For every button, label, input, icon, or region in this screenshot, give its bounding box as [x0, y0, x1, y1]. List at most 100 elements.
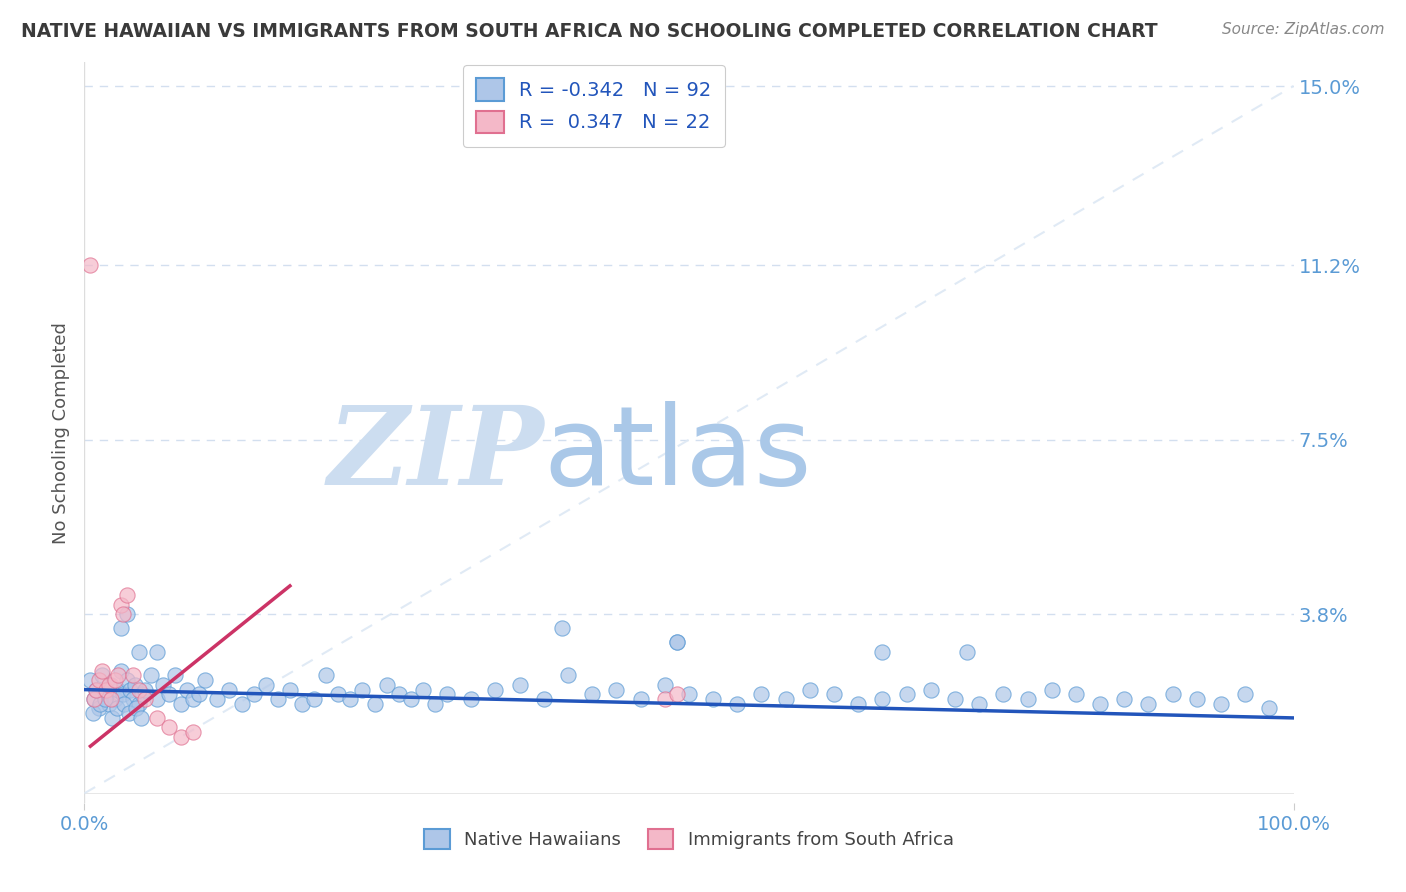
Point	[872, 692, 894, 706]
Point	[509, 678, 531, 692]
Point	[267, 692, 290, 706]
Point	[1234, 687, 1257, 701]
Point	[83, 692, 105, 706]
Point	[423, 697, 446, 711]
Point	[146, 711, 169, 725]
Point	[1064, 687, 1087, 701]
Point	[105, 701, 128, 715]
Point	[254, 678, 277, 692]
Point	[218, 682, 240, 697]
Point	[139, 668, 162, 682]
Point	[725, 697, 748, 711]
Point	[242, 687, 264, 701]
Point	[97, 697, 120, 711]
Point	[146, 645, 169, 659]
Point	[896, 687, 918, 701]
Point	[115, 588, 138, 602]
Point	[107, 668, 129, 682]
Point	[134, 692, 156, 706]
Point	[110, 598, 132, 612]
Point	[363, 697, 385, 711]
Text: atlas: atlas	[544, 401, 813, 508]
Point	[125, 701, 148, 715]
Point	[82, 706, 104, 721]
Point	[436, 687, 458, 701]
Point	[702, 692, 724, 706]
Point	[107, 682, 129, 697]
Point	[533, 692, 555, 706]
Point	[115, 673, 138, 688]
Point	[581, 687, 603, 701]
Point	[375, 678, 398, 692]
Point	[129, 711, 152, 725]
Point	[118, 706, 141, 721]
Point	[115, 607, 138, 622]
Point	[94, 687, 117, 701]
Point	[1088, 697, 1111, 711]
Point	[146, 692, 169, 706]
Point	[100, 678, 122, 692]
Point	[188, 687, 211, 701]
Text: ZIP: ZIP	[328, 401, 544, 508]
Point	[181, 725, 204, 739]
Point	[165, 668, 187, 682]
Point	[112, 687, 135, 701]
Point	[665, 687, 688, 701]
Point	[993, 687, 1015, 701]
Point	[665, 635, 688, 649]
Point	[751, 687, 773, 701]
Point	[302, 692, 325, 706]
Point	[110, 621, 132, 635]
Point	[112, 607, 135, 622]
Point	[86, 682, 108, 697]
Point	[89, 697, 111, 711]
Point	[1258, 701, 1281, 715]
Point	[630, 692, 652, 706]
Point	[231, 697, 253, 711]
Point	[86, 682, 108, 697]
Point	[104, 673, 127, 688]
Point	[157, 720, 180, 734]
Point	[87, 701, 110, 715]
Point	[194, 673, 217, 688]
Point	[557, 668, 579, 682]
Point	[112, 697, 135, 711]
Point	[101, 711, 124, 725]
Point	[605, 682, 627, 697]
Point	[91, 668, 114, 682]
Point	[79, 673, 101, 688]
Point	[846, 697, 869, 711]
Point	[1114, 692, 1136, 706]
Point	[152, 678, 174, 692]
Point	[665, 635, 688, 649]
Point	[128, 697, 150, 711]
Point	[100, 692, 122, 706]
Point	[339, 692, 361, 706]
Point	[484, 682, 506, 697]
Point	[128, 682, 150, 697]
Point	[872, 645, 894, 659]
Point	[110, 664, 132, 678]
Point	[315, 668, 337, 682]
Point	[79, 258, 101, 272]
Point	[91, 664, 114, 678]
Point	[278, 682, 301, 697]
Point	[134, 682, 156, 697]
Point	[967, 697, 990, 711]
Point	[121, 692, 143, 706]
Point	[157, 687, 180, 701]
Point	[1040, 682, 1063, 697]
Point	[94, 682, 117, 697]
Point	[176, 682, 198, 697]
Point	[181, 692, 204, 706]
Text: NATIVE HAWAIIAN VS IMMIGRANTS FROM SOUTH AFRICA NO SCHOOLING COMPLETED CORRELATI: NATIVE HAWAIIAN VS IMMIGRANTS FROM SOUTH…	[21, 22, 1157, 41]
Point	[678, 687, 700, 701]
Point	[121, 668, 143, 682]
Point	[388, 687, 411, 701]
Point	[412, 682, 434, 697]
Text: Source: ZipAtlas.com: Source: ZipAtlas.com	[1222, 22, 1385, 37]
Y-axis label: No Schooling Completed: No Schooling Completed	[52, 322, 70, 543]
Point	[120, 682, 142, 697]
Point	[291, 697, 314, 711]
Point	[170, 730, 193, 744]
